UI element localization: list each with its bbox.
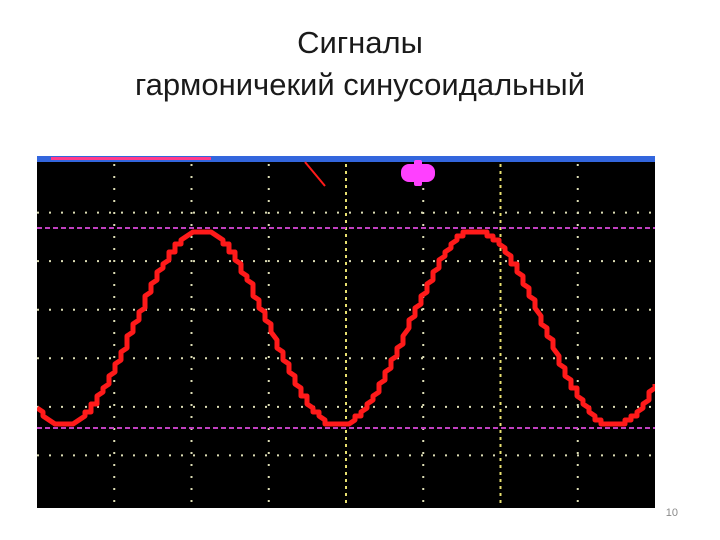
trigger-tick [304,161,326,187]
grid [37,164,655,504]
top-indicator [51,157,211,160]
slide-title-line-2: гармоничекий синусоидальный [134,67,586,102]
oscilloscope-display [37,156,655,504]
slide-title-line-1: Сигналы [297,25,423,60]
oscilloscope-screen [37,156,655,508]
slide-title: Сигналы гармоничекий синусоидальный [0,22,720,106]
page-number: 10 [665,507,678,519]
top-bar [37,156,655,162]
sine-waveform [37,229,655,427]
trigger-marker-icon [401,160,435,186]
